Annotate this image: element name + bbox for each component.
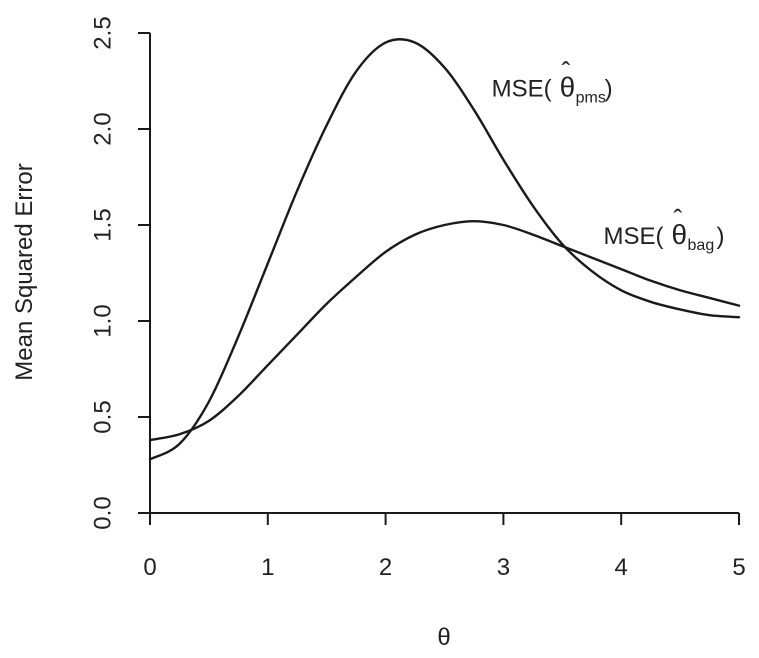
x-tick-label: 4 xyxy=(615,554,628,581)
axes: 0.0 0.5 1.0 1.5 2.0 2.5 0 1 2 3 4 5 xyxy=(89,16,745,581)
y-tick-label: 0.0 xyxy=(89,496,116,529)
x-axis-title: θ xyxy=(437,624,450,651)
annotation-suffix: ) xyxy=(605,75,613,102)
annotation-pms: MSE( θˆ pms) xyxy=(492,56,613,106)
y-tick-label: 1.5 xyxy=(89,208,116,241)
x-tick-label: 5 xyxy=(732,554,745,581)
x-tick-label: 2 xyxy=(379,554,392,581)
annotation-theta: θ xyxy=(672,219,688,250)
annotation-hat: ˆ xyxy=(674,204,683,234)
annotation-subscript: pms xyxy=(576,89,606,106)
annotation-prefix: MSE( xyxy=(604,223,664,250)
series-lines xyxy=(148,38,741,461)
series-line-bag xyxy=(148,219,741,442)
x-tick-label: 1 xyxy=(261,554,274,581)
annotation-bag: MSE( θˆ bag) xyxy=(604,204,725,254)
y-axis-title: Mean Squared Error xyxy=(11,163,38,380)
y-tick-label: 0.5 xyxy=(89,400,116,433)
y-tick-label: 1.0 xyxy=(89,304,116,337)
annotation-subscript: bag xyxy=(688,237,715,254)
annotation-hat: ˆ xyxy=(562,56,571,86)
y-tick-label: 2.0 xyxy=(89,112,116,145)
annotation-prefix: MSE( xyxy=(492,75,552,102)
series-line-pms xyxy=(148,38,741,461)
annotation-theta: θ xyxy=(560,71,576,102)
annotation-suffix: ) xyxy=(717,223,725,250)
x-tick-label: 3 xyxy=(497,554,510,581)
y-tick-label: 2.5 xyxy=(89,16,116,49)
x-tick-label: 0 xyxy=(143,554,156,581)
